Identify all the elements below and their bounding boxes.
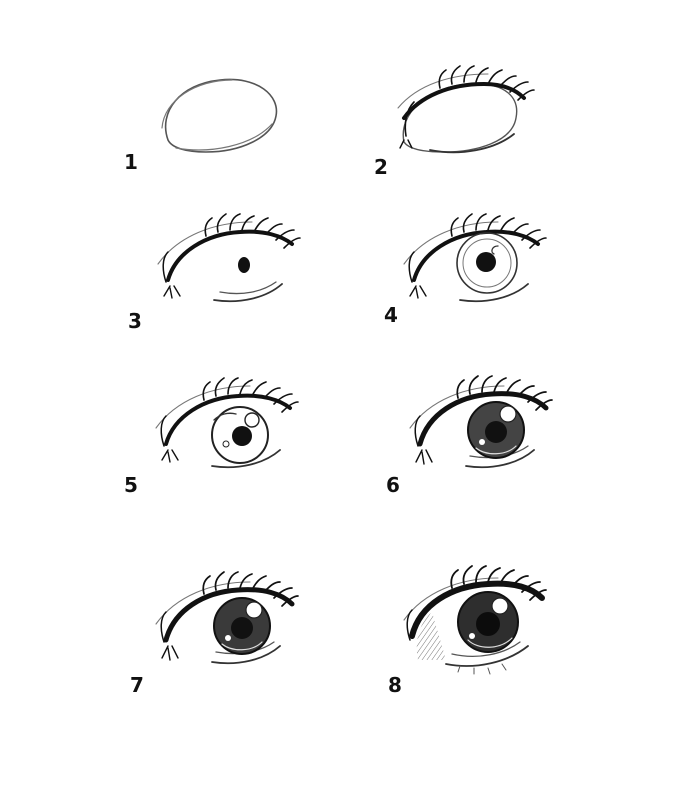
step-7-pupil [231, 617, 253, 639]
step-7-highlight [245, 601, 263, 619]
step-number-8: 8 [388, 673, 402, 697]
step-number-4: 4 [384, 303, 398, 327]
step-8-pupil [476, 612, 500, 636]
step-2-lashes [438, 65, 535, 101]
step-6-drawing [409, 375, 553, 469]
step-number-5: 5 [124, 473, 138, 497]
step-8-lashes [450, 565, 547, 601]
step-3-pupil [238, 257, 250, 273]
step-5-lashes [202, 377, 299, 413]
step-number-6: 6 [386, 473, 400, 497]
step-number-2: 2 [374, 155, 388, 179]
step-number-3: 3 [128, 309, 142, 333]
step-5-drawing [155, 377, 299, 469]
step-8-highlight [491, 597, 509, 615]
step-5-pupil [232, 426, 252, 446]
step-4-drawing [403, 213, 547, 303]
step-4-pupil [476, 252, 496, 272]
step-5-iris [211, 406, 269, 464]
step-3-drawing [157, 213, 301, 303]
step-6-lashes [456, 375, 553, 411]
step-6-pupil [485, 421, 507, 443]
step-4-iris [456, 232, 518, 294]
step-number-7: 7 [130, 673, 144, 697]
step-8-drawing [403, 565, 547, 675]
step-6-highlight [499, 405, 517, 423]
step-3-lashes [204, 213, 301, 249]
step-1-drawing [161, 78, 278, 153]
step-8-lower-lashes [457, 663, 507, 675]
step-7-lashes [202, 571, 299, 607]
step-5-highlight [244, 412, 260, 428]
step-2-drawing [397, 65, 535, 154]
step-7-drawing [155, 571, 299, 665]
step-8-shading [416, 612, 446, 660]
step-number-1: 1 [124, 150, 138, 174]
step-4-lashes [450, 213, 547, 249]
